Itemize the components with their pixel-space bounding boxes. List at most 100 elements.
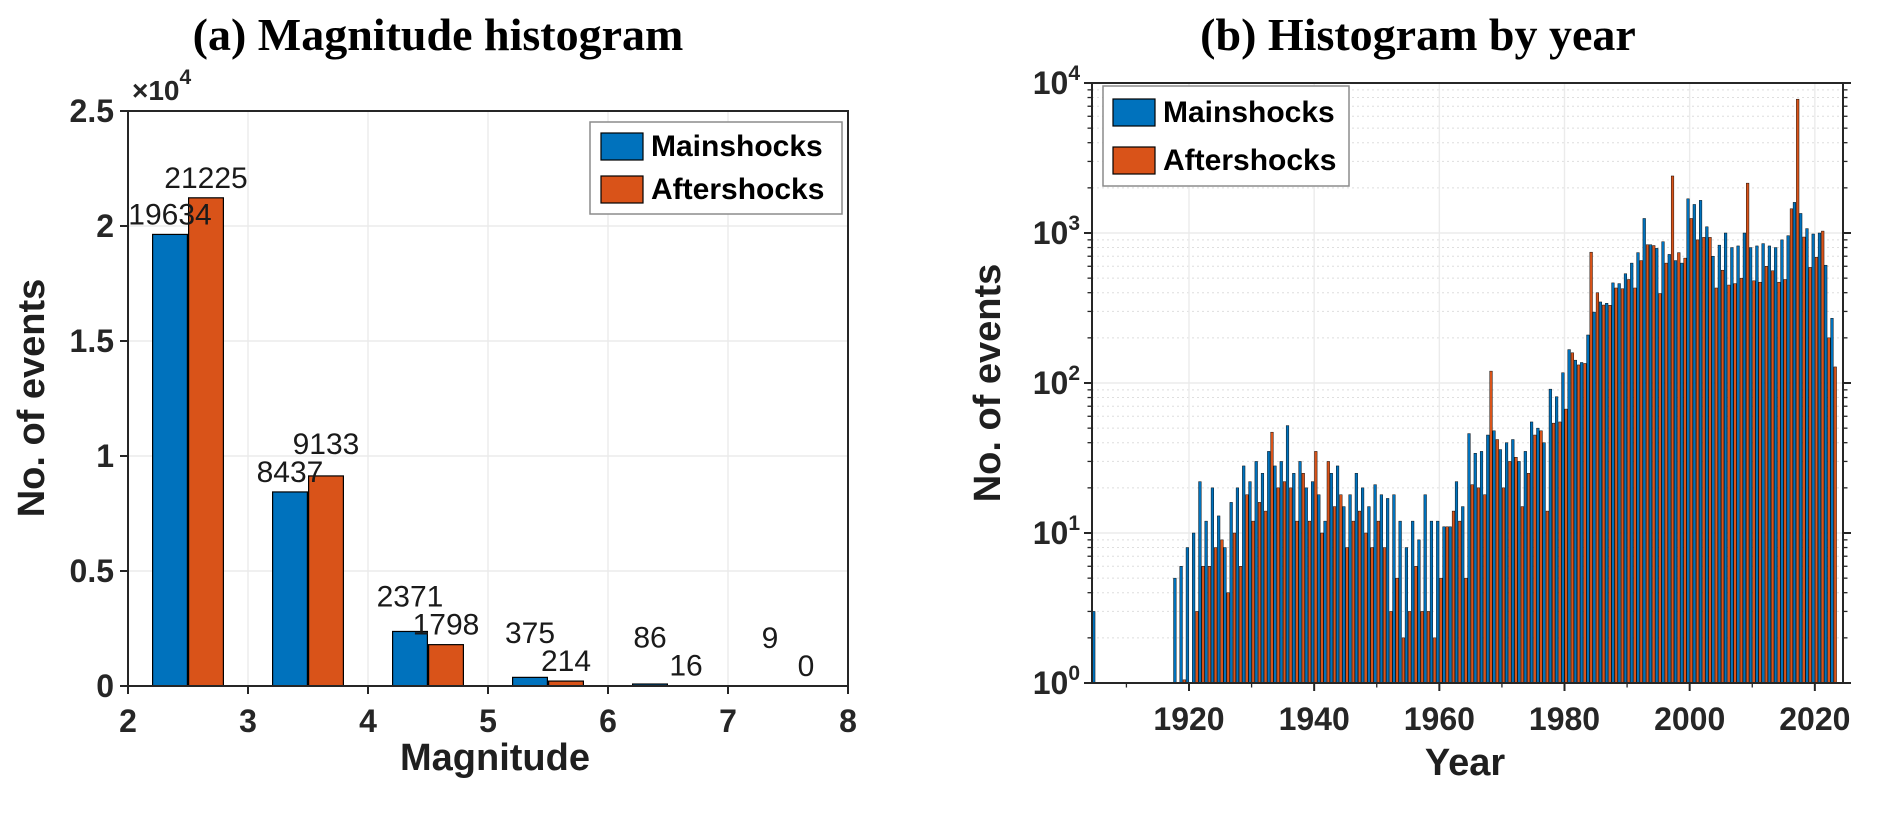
bar-aftershocks	[1533, 434, 1537, 684]
panel-b-ylabel: No. of events	[967, 264, 1009, 503]
bar-aftershocks	[1702, 237, 1706, 684]
bar-mainshocks	[1398, 520, 1402, 684]
bar-aftershocks	[1370, 547, 1374, 684]
bar-mainshocks	[1429, 520, 1434, 684]
bar-mainshocks	[1642, 218, 1646, 684]
bar-aftershocks	[1539, 430, 1543, 684]
bar-aftershocks	[1401, 637, 1405, 684]
bar-aftershocks	[1545, 510, 1549, 684]
bar-mainshocks	[1630, 262, 1634, 684]
bar-aftershocks	[1307, 520, 1312, 684]
bar-mainshocks	[1561, 372, 1565, 684]
bar-mainshocks	[1705, 226, 1709, 684]
bar-aftershocks	[1808, 267, 1812, 684]
bar-mainshocks	[1542, 442, 1546, 684]
bar-aftershocks	[1501, 487, 1506, 684]
bar-aftershocks	[1483, 494, 1487, 684]
bar-mainshocks	[1235, 487, 1239, 684]
x-tick-label: 6	[599, 703, 617, 739]
bar-mainshocks	[1611, 282, 1615, 684]
bar-aftershocks	[1721, 269, 1725, 684]
bar-aftershocks	[1620, 288, 1625, 684]
bar-mainshocks	[1636, 252, 1640, 684]
bar-aftershocks	[1639, 260, 1643, 684]
bar-aftershocks	[1608, 304, 1612, 684]
bar-aftershocks	[1677, 252, 1681, 684]
bar-mainshocks	[1811, 233, 1815, 684]
x-tick-label: 5	[479, 703, 497, 739]
bar-mainshocks	[1367, 506, 1371, 684]
bar-aftershocks	[1426, 611, 1430, 684]
bar-mainshocks	[1586, 334, 1590, 684]
panel-b-legend: Mainshocks Aftershocks	[1102, 85, 1350, 187]
panel-b-ticks	[1084, 82, 1851, 691]
bar-aftershocks	[1451, 510, 1456, 684]
bar-aftershocks	[1214, 547, 1218, 684]
bar-aftershocks	[1207, 566, 1211, 684]
bar-aftershocks	[1583, 363, 1587, 684]
bar-aftershocks	[1251, 520, 1255, 684]
bar-aftershocks	[1333, 506, 1337, 684]
bar-aftershocks	[1364, 532, 1368, 684]
bar-mainshocks	[1655, 248, 1659, 684]
bar-aftershocks	[1351, 520, 1355, 684]
bar-mainshocks	[1292, 473, 1296, 684]
bar-mainshocks	[1298, 461, 1302, 684]
bar-aftershocks	[1495, 439, 1499, 684]
bar-aftershocks	[1464, 577, 1468, 684]
exponent-power: 4	[180, 66, 192, 89]
bar-mainshocks	[1486, 434, 1490, 684]
bar-aftershocks	[1339, 494, 1343, 684]
bar-aftershocks	[1552, 422, 1556, 684]
x-tick-label: 2	[119, 703, 137, 739]
bar-value-label-mainshocks: 8437	[257, 456, 324, 489]
bar-aftershocks	[1827, 337, 1831, 684]
bar-mainshocks	[1354, 473, 1358, 684]
panel-a-legend: Mainshocks Aftershocks	[589, 121, 843, 215]
bar-mainshocks	[1329, 473, 1333, 684]
bar-aftershocks	[1289, 487, 1293, 684]
bar-mainshocks	[1336, 465, 1340, 684]
bar-mainshocks	[1742, 232, 1746, 684]
bar-mainshocks	[1617, 283, 1621, 684]
bar-mainshocks	[1774, 247, 1778, 684]
bar-aftershocks	[1833, 366, 1837, 684]
legend-swatch-aftershocks	[600, 175, 644, 204]
bar-mainshocks	[1285, 425, 1290, 684]
bar-value-label-aftershocks: 1798	[413, 609, 480, 642]
bar-mainshocks	[1173, 577, 1177, 684]
bar-mainshocks	[1179, 566, 1183, 684]
bar-aftershocks	[1295, 520, 1299, 684]
bar-value-label-mainshocks: 19634	[128, 198, 211, 231]
bar-mainshocks	[272, 491, 309, 687]
bar-mainshocks	[1411, 520, 1415, 684]
bar-mainshocks	[1442, 526, 1446, 684]
y-tick-label: 0	[96, 668, 114, 704]
bar-aftershocks	[1739, 277, 1743, 684]
bar-mainshocks	[1817, 232, 1822, 684]
bar-mainshocks	[1767, 245, 1771, 684]
y-tick-label: 100	[1033, 662, 1080, 701]
bar-mainshocks	[1673, 260, 1678, 684]
y-tick-label: 101	[1033, 512, 1081, 551]
bar-aftershocks	[1445, 526, 1449, 684]
bar-mainshocks	[1223, 547, 1227, 684]
bar-value-label-aftershocks: 21225	[164, 162, 247, 195]
bar-aftershocks	[1257, 502, 1262, 684]
x-tick-label: 2020	[1779, 701, 1850, 737]
legend-label-aftershocks: Aftershocks	[1163, 144, 1336, 177]
bar-mainshocks	[1799, 213, 1803, 684]
bar-mainshocks	[1523, 451, 1527, 684]
bar-mainshocks	[1417, 539, 1421, 684]
bar-aftershocks	[1683, 257, 1687, 684]
bar-aftershocks	[1226, 592, 1230, 684]
bar-mainshocks	[1667, 254, 1671, 684]
legend-label-mainshocks: Mainshocks	[1163, 96, 1335, 129]
bar-aftershocks	[1746, 182, 1750, 684]
bar-aftershocks	[1201, 566, 1205, 684]
bar-mainshocks	[1348, 494, 1352, 684]
legend-swatch-mainshocks	[600, 132, 644, 161]
bar-mainshocks	[1448, 526, 1452, 684]
bar-mainshocks	[1217, 515, 1221, 684]
